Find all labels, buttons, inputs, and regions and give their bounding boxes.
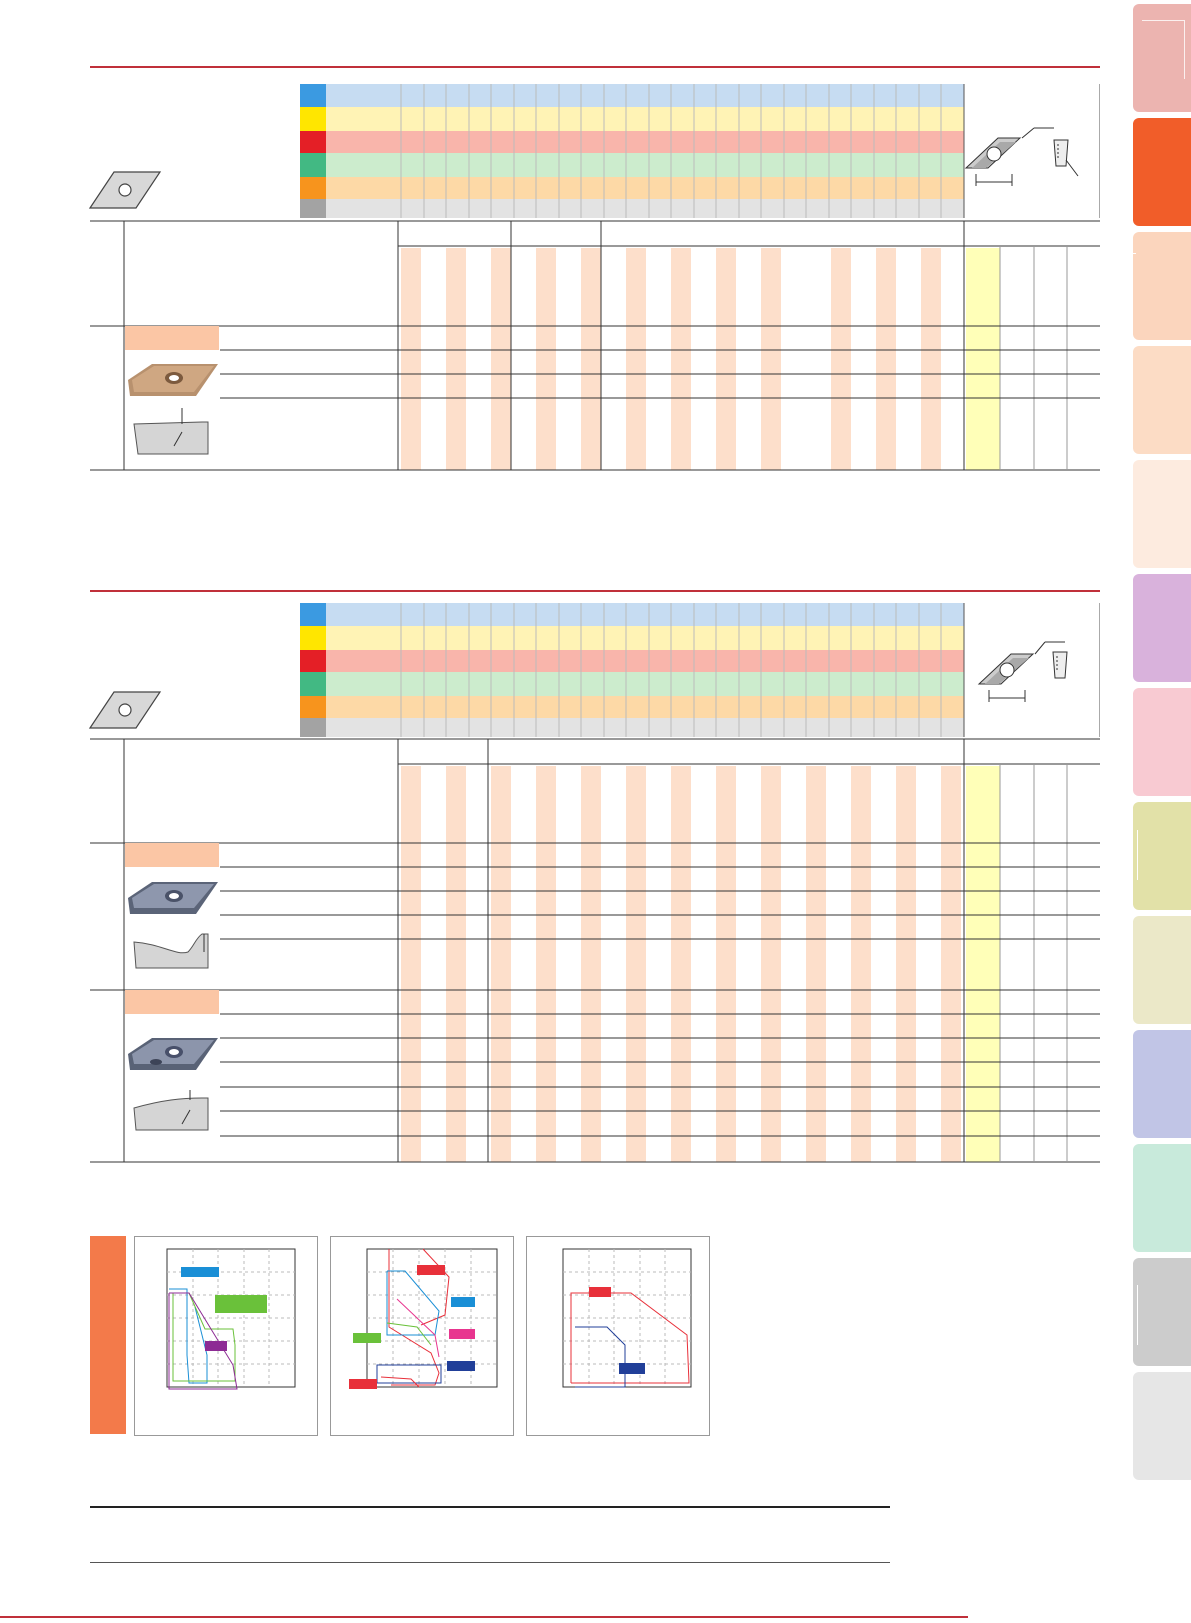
- chart-3: [526, 1236, 710, 1436]
- tab-1-outline: [1142, 20, 1185, 79]
- section-label-bar: [90, 1236, 126, 1434]
- chipbreaker-profile-1: [133, 408, 209, 455]
- chipbreaker-profile-2: [133, 933, 209, 969]
- table-bottom-grid: [90, 603, 1100, 1163]
- highlight-column: [966, 248, 1000, 470]
- sidebar-tab-7[interactable]: [1133, 688, 1191, 796]
- table-top-grid: [90, 84, 1100, 471]
- sidebar-tab-10[interactable]: [1133, 1030, 1191, 1138]
- insert-photo-blue-2: [128, 1038, 218, 1070]
- chart-3-svg: [562, 1248, 692, 1388]
- sidebar-tab-4[interactable]: [1133, 346, 1191, 454]
- insert-geometry-diagram: [964, 127, 1079, 186]
- tab-3-line: [1100, 253, 1136, 254]
- sidebar-tab-2[interactable]: [1133, 118, 1191, 226]
- chipbreaker-profile-3: [133, 1090, 209, 1131]
- insert-geometry-diagram-2: [977, 641, 1068, 702]
- tab-12-line: [1137, 1285, 1138, 1345]
- insert-shape-icon: [88, 171, 162, 209]
- sidebar-tab-8[interactable]: [1133, 802, 1191, 910]
- page-bottom-rule: [0, 1616, 968, 1618]
- peach-column-stripes-2: [401, 766, 961, 1162]
- insert-shape-icon-2: [88, 691, 162, 729]
- insert-photo-blue-1: [128, 882, 218, 914]
- material-color-bands: [300, 84, 964, 218]
- peach-column-stripes: [401, 248, 941, 470]
- sidebar-tab-9[interactable]: [1133, 916, 1191, 1024]
- tab-8-line: [1137, 830, 1138, 880]
- chart-2: [330, 1236, 514, 1436]
- sidebar-tab-3[interactable]: [1133, 232, 1191, 340]
- footer-rule-2: [90, 1562, 890, 1563]
- section-rule-middle: [90, 590, 1100, 592]
- chart-1-svg: [166, 1248, 296, 1390]
- footer-rule-1: [90, 1506, 890, 1508]
- chart-2-svg: [349, 1248, 498, 1389]
- sidebar-tab-5[interactable]: [1133, 460, 1191, 568]
- section-rule-top: [90, 66, 1100, 68]
- chart-1: [134, 1236, 318, 1436]
- sidebar-tab-11[interactable]: [1133, 1144, 1191, 1252]
- material-color-bands-2: [300, 603, 964, 737]
- sidebar-tab-12[interactable]: [1133, 1258, 1191, 1366]
- insert-photo-gold: [128, 364, 218, 396]
- sidebar-tab-13[interactable]: [1133, 1372, 1191, 1480]
- sidebar-tab-6[interactable]: [1133, 574, 1191, 682]
- sidebar-tab-1[interactable]: [1133, 4, 1191, 112]
